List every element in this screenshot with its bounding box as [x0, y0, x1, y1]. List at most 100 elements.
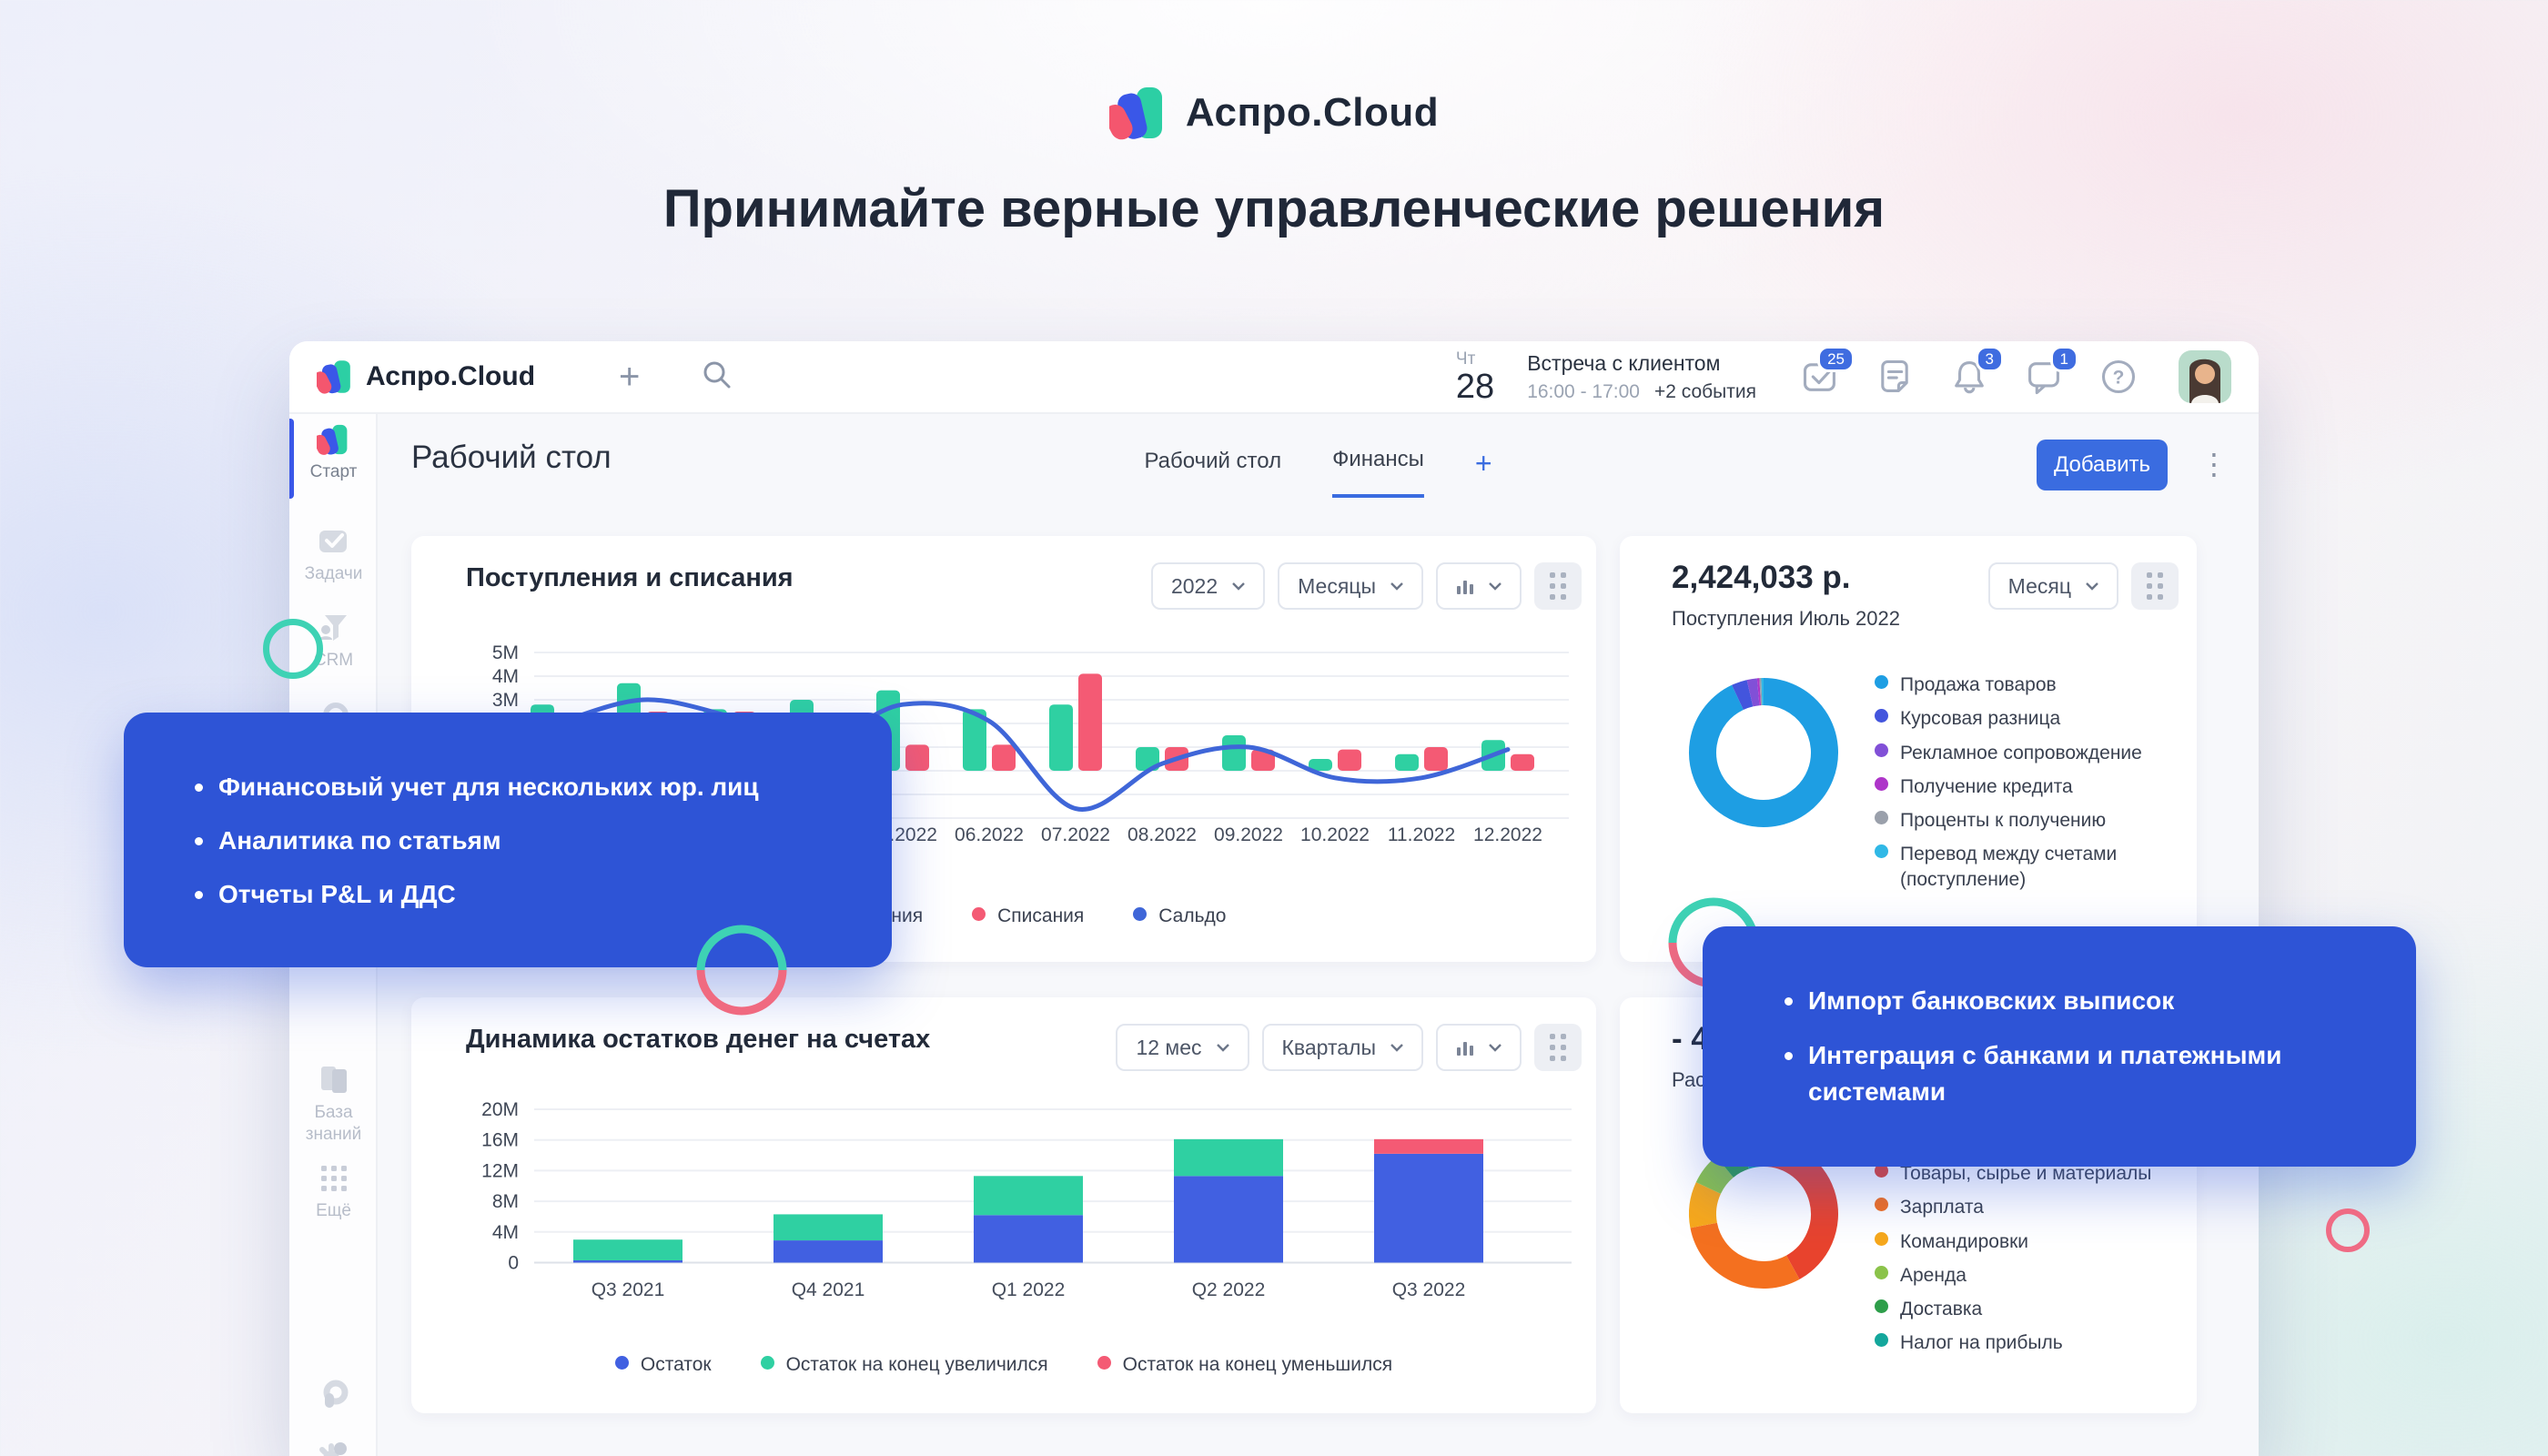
sidebar-item-tasks[interactable]: Задачи	[289, 523, 378, 585]
event-time: 16:00 - 17:00	[1527, 380, 1640, 402]
sidebar-item-settings[interactable]	[289, 1437, 378, 1456]
callout-bullet: Аналитика по статьям	[195, 823, 837, 859]
svg-text:09.2022: 09.2022	[1214, 824, 1283, 845]
card-balance-dynamics: Динамика остатков денег на счетах 12 мес…	[411, 997, 1596, 1413]
drag-handle[interactable]	[1534, 562, 1582, 610]
event-extra: +2 события	[1653, 380, 1756, 402]
balance-chart-legend: Остаток Остаток на конец увеличился Остато…	[411, 1352, 1596, 1377]
callout-bullet: Финансовый учет для нескольких юр. лиц	[195, 769, 837, 805]
legend-dot-icon	[1875, 709, 1888, 723]
legend-dot-icon	[760, 1356, 774, 1370]
legend-dot-icon	[1875, 1198, 1888, 1212]
legend-item: Продажа товаров	[1875, 672, 2175, 697]
sidebar-item-start[interactable]: Старт	[289, 423, 378, 483]
settings-gear-icon	[318, 1442, 347, 1456]
chevron-down-icon	[1489, 1043, 1502, 1052]
drag-handle[interactable]	[1534, 1024, 1582, 1071]
chevron-down-icon	[1390, 581, 1403, 591]
bar-chart-icon	[1457, 581, 1473, 594]
tasks-icon[interactable]: 25	[1800, 346, 1855, 397]
legend-item: Списания	[972, 904, 1084, 928]
tab-finances[interactable]: Финансы	[1332, 447, 1424, 498]
help-icon[interactable]: ?	[2098, 357, 2138, 397]
year-select[interactable]: 2022	[1150, 562, 1266, 610]
decor-ring-teal	[263, 619, 323, 679]
drag-handle[interactable]	[2131, 562, 2179, 610]
knowledge-book-icon	[320, 1067, 347, 1093]
decor-ring-pink	[2326, 1208, 2370, 1252]
period-select[interactable]: Месяцы	[1278, 562, 1423, 610]
legend-dot-icon	[1875, 1265, 1888, 1279]
svg-text:4M: 4M	[492, 1222, 519, 1243]
chart-type-select[interactable]	[1436, 1024, 1522, 1071]
sidebar-item-knowledge-base[interactable]: База знаний	[289, 1062, 378, 1146]
range-select[interactable]: 12 мес	[1116, 1024, 1249, 1071]
svg-text:?: ?	[2113, 368, 2125, 389]
content-area: Рабочий стол Рабочий стол Финансы + Доба…	[378, 414, 2259, 1456]
chevron-down-icon	[1216, 1043, 1229, 1052]
crm-funnel-icon	[318, 615, 347, 641]
incoming-donut-legend: Продажа товаров Курсовая разница Рекламное…	[1875, 672, 2175, 892]
legend-dot-icon	[1875, 811, 1888, 825]
callout-bullet: Отчеты P&L и ДДС	[195, 876, 837, 913]
svg-text:08.2022: 08.2022	[1127, 824, 1197, 845]
quarter-select[interactable]: Кварталы	[1261, 1024, 1423, 1071]
legend-dot-icon	[1875, 776, 1888, 791]
calendar-date[interactable]: Чт 28	[1456, 350, 1494, 404]
legend-item: Курсовая разница	[1875, 706, 2175, 731]
legend-item: Проценты к получению	[1875, 808, 2175, 833]
create-plus-button[interactable]: +	[619, 357, 641, 397]
add-widget-button[interactable]: Добавить	[2037, 440, 2168, 490]
date-day: 28	[1455, 367, 1495, 406]
legend-dot-icon	[972, 907, 986, 921]
kebab-menu-icon[interactable]: ⋮	[2199, 448, 2229, 480]
hero-logo-text: Аспро.Cloud	[1185, 90, 1440, 135]
expense-donut-legend: Товары, сырье и материалы Зарплата Команди…	[1875, 1161, 2175, 1356]
aspro-logo-icon	[317, 360, 350, 394]
svg-text:8M: 8M	[492, 1191, 519, 1212]
svg-text:Q1 2022: Q1 2022	[992, 1279, 1066, 1300]
svg-text:4M: 4M	[492, 666, 519, 687]
sidebar-item-more[interactable]: Ещё	[289, 1162, 378, 1222]
bullet-dot-icon	[195, 784, 203, 792]
notifications-bell-icon[interactable]: 3	[1949, 346, 2004, 397]
calendar-event[interactable]: Встреча с клиентом 16:00 - 17:00 +2 событ…	[1527, 351, 1756, 403]
legend-item: Остаток на конец уменьшился	[1097, 1352, 1392, 1377]
callout-bank-features: Импорт банковских выписок Интеграция с б…	[1703, 926, 2416, 1167]
chat-badge: 1	[2049, 346, 2078, 372]
svg-text:Q3 2021: Q3 2021	[592, 1279, 665, 1300]
svg-text:10.2022: 10.2022	[1300, 824, 1370, 845]
add-tab-button[interactable]: +	[1474, 446, 1492, 480]
svg-text:5M: 5M	[492, 642, 519, 663]
balance-chart: 20M 16M 12M 8M 4M 0 Q3 2021 Q4 2021 Q1 2022 Q2 20…	[481, 1099, 1572, 1300]
incoming-subtitle: Поступления Июль 2022	[1672, 607, 1901, 630]
sidebar-item-apps[interactable]	[289, 1377, 378, 1413]
svg-text:0: 0	[508, 1253, 519, 1274]
card-incoming-structure: 2,424,033 р. Поступления Июль 2022 Месяц…	[1620, 536, 2197, 962]
legend-item: Получение кредита	[1875, 774, 2175, 799]
legend-item: Товары, сырье и материалы	[1875, 1161, 2175, 1186]
search-icon[interactable]	[700, 358, 734, 397]
sidebar-item-crm[interactable]: CRM	[289, 610, 378, 672]
legend-dot-icon	[1875, 1231, 1888, 1246]
legend-item: Рекламное сопровождение	[1875, 741, 2175, 765]
hero-logo: Аспро.Cloud	[0, 86, 2548, 140]
month-select[interactable]: Месяц	[1987, 562, 2118, 610]
legend-dot-icon	[1875, 1333, 1888, 1348]
chat-icon[interactable]: 1	[2024, 346, 2078, 397]
notes-icon[interactable]	[1875, 357, 1915, 397]
callout-finance-features: Финансовый учет для нескольких юр. лиц А…	[124, 713, 892, 967]
tasks-badge: 25	[1817, 346, 1855, 372]
legend-item: Остаток на конец увеличился	[760, 1352, 1048, 1377]
chart-type-select[interactable]	[1436, 562, 1522, 610]
card-balance-title: Динамика остатков денег на счетах	[466, 1025, 931, 1054]
legend-dot-icon	[1875, 743, 1888, 757]
avatar[interactable]	[2179, 350, 2231, 403]
svg-text:12M: 12M	[481, 1160, 519, 1181]
svg-text:20M: 20M	[481, 1099, 519, 1120]
legend-item: Доставка	[1875, 1297, 2175, 1321]
dashboard-tabs: Рабочий стол Финансы +	[1144, 446, 1492, 498]
svg-text:16M: 16M	[481, 1130, 519, 1151]
tab-workspace[interactable]: Рабочий стол	[1144, 449, 1282, 473]
topbar-logo-text: Аспро.Cloud	[366, 361, 536, 391]
